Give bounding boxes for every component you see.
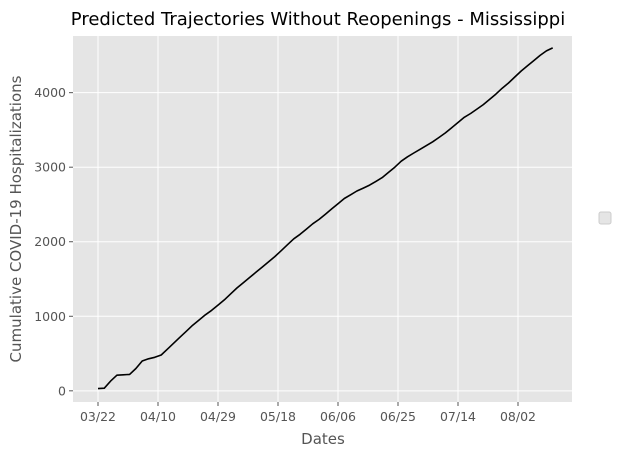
legend-box	[598, 211, 612, 225]
plot-background	[73, 36, 572, 402]
series-layer	[97, 47, 554, 390]
x-axis-label: Dates	[301, 430, 345, 448]
chart-title: Predicted Trajectories Without Reopening…	[71, 9, 565, 30]
grid-lines	[73, 36, 572, 402]
y-tick-label: 3000	[34, 160, 66, 175]
x-tick-label: 04/10	[140, 409, 176, 424]
x-axis-ticks: 03/22 04/10 04/29 05/18 06/06 06/25 07/14 08/02	[80, 402, 536, 424]
y-tick-label: 1000	[34, 309, 66, 324]
x-tick-label: 04/29	[200, 409, 236, 424]
series-line	[97, 47, 554, 390]
y-tick-label: 4000	[34, 85, 66, 100]
y-axis-ticks: 0 1000 2000 3000 4000	[34, 85, 73, 398]
y-axis-label: Cumulative COVID-19 Hospitalizations	[7, 75, 25, 362]
x-tick-label: 06/06	[320, 409, 356, 424]
x-tick-label: 06/25	[380, 409, 416, 424]
y-tick-label: 0	[58, 383, 66, 398]
x-tick-label: 08/02	[500, 409, 536, 424]
x-tick-label: 03/22	[80, 409, 116, 424]
x-tick-label: 05/18	[260, 409, 296, 424]
y-tick-label: 2000	[34, 234, 66, 249]
x-tick-label: 07/14	[440, 409, 476, 424]
